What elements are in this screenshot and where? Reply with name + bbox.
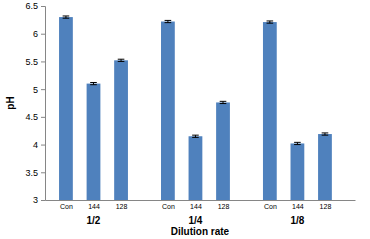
error-bar	[220, 101, 227, 103]
error-bar	[165, 20, 172, 22]
x-tick: 144	[190, 203, 202, 210]
y-tick: 5.5	[25, 57, 45, 67]
x-axis-title: Dilution rate	[171, 226, 230, 237]
y-tick: 3	[33, 195, 45, 205]
error-bar	[90, 82, 97, 84]
bar	[216, 102, 230, 200]
error-bar	[294, 142, 301, 144]
y-axis-line	[41, 7, 46, 201]
x-tick-label: Con	[264, 203, 277, 210]
y-tick-mark	[41, 117, 45, 118]
error-bar-line	[90, 82, 97, 83]
x-tick-label: 128	[320, 203, 332, 210]
group-labels: 1/2 1/4 1/8	[87, 215, 305, 226]
y-tick: 6	[33, 29, 45, 39]
error-bar-line	[192, 137, 199, 138]
x-tick-label: Con	[60, 203, 73, 210]
error-bar-line	[118, 61, 125, 62]
x-tick-label: Con	[162, 203, 175, 210]
bar	[87, 84, 101, 200]
error-bar	[63, 16, 70, 18]
y-tick-label: 6	[33, 29, 38, 39]
x-tick: Con	[60, 203, 73, 210]
y-tick-label: 5.5	[25, 57, 38, 67]
y-tick-mark	[41, 172, 45, 173]
bar	[114, 60, 128, 200]
bar	[189, 136, 203, 200]
group-label: 1/8	[290, 215, 304, 226]
y-tick-label: 3	[33, 195, 38, 205]
error-bar-line	[63, 18, 70, 19]
error-bar-line	[294, 142, 301, 143]
error-bar-line	[322, 135, 329, 136]
x-tick-label: 128	[218, 203, 230, 210]
y-tick-mark	[41, 34, 45, 35]
error-bar-line	[63, 15, 70, 16]
error-bar-line	[165, 22, 172, 23]
bar	[318, 134, 332, 200]
x-tick: Con	[162, 203, 175, 210]
x-tick: 128	[320, 203, 332, 210]
error-bar	[192, 135, 199, 137]
y-tick-label: 3.5	[25, 168, 38, 178]
x-tick: 128	[218, 203, 230, 210]
y-tick: 3.5	[25, 168, 45, 178]
x-axis-line	[46, 200, 356, 201]
bar	[59, 17, 73, 200]
error-bar-line	[267, 23, 274, 24]
y-axis: 3 3.5 4 4.5 5 5.5 6 6.5	[25, 1, 45, 205]
error-bar-line	[322, 132, 329, 133]
error-bar-line	[220, 103, 227, 104]
y-tick: 6.5	[25, 1, 45, 11]
chart: 3 3.5 4 4.5 5 5.5 6 6.5 Con 144 128 Con 144 128 Con 144…	[0, 0, 370, 239]
error-bar	[118, 59, 125, 61]
x-tick-label: 144	[292, 203, 304, 210]
group-label: 1/4	[189, 215, 203, 226]
error-bar-line	[90, 84, 97, 85]
x-tick-label: 128	[116, 203, 128, 210]
bars	[59, 16, 332, 200]
y-tick-mark	[41, 200, 45, 201]
y-tick-mark	[41, 89, 45, 90]
error-bar-line	[267, 20, 274, 21]
y-tick: 4.5	[25, 112, 45, 122]
error-bar	[322, 133, 329, 135]
x-tick-label: 144	[88, 203, 100, 210]
group-label: 1/2	[87, 215, 101, 226]
bar	[161, 22, 175, 200]
x-tick: 144	[88, 203, 100, 210]
y-tick-mark	[41, 6, 45, 7]
y-tick-mark	[41, 61, 45, 62]
error-bar-line	[165, 20, 172, 21]
y-axis-title: pH	[5, 96, 16, 109]
x-tick-label: 144	[190, 203, 202, 210]
error-bar-line	[220, 101, 227, 102]
x-tick: 144	[292, 203, 304, 210]
x-tick: Con	[264, 203, 277, 210]
y-tick-mark	[41, 145, 45, 146]
y-tick-label: 4	[33, 140, 38, 150]
x-axis: Con 144 128 Con 144 128 Con 144 128	[46, 201, 356, 210]
error-bar-line	[192, 135, 199, 136]
y-tick: 4	[33, 140, 45, 150]
error-bar-line	[118, 59, 125, 60]
error-bar	[267, 21, 274, 23]
bar	[263, 22, 277, 200]
error-bar-line	[294, 144, 301, 145]
y-tick-label: 5	[33, 85, 38, 95]
x-tick: 128	[116, 203, 128, 210]
y-tick-label: 4.5	[25, 112, 38, 122]
y-tick: 5	[33, 85, 45, 95]
bar	[291, 143, 305, 200]
y-tick-label: 6.5	[25, 1, 38, 11]
